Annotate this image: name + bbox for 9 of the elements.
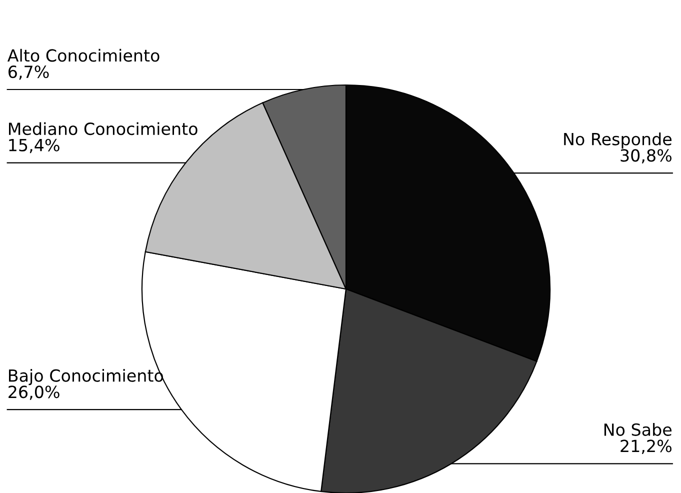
slice-label: Mediano Conocimiento [8,122,198,136]
slice-label: No Sabe [604,423,672,436]
data-label: 21,2% [620,440,672,454]
slice-label: Alto Conocimiento [7,48,160,62]
data-label: 30,8% [620,149,672,164]
data-label: 6,7% [8,66,49,80]
slice-label: No Responde [564,132,672,149]
data-label: 15,4% [9,138,60,154]
data-label: 26,0% [8,386,60,400]
